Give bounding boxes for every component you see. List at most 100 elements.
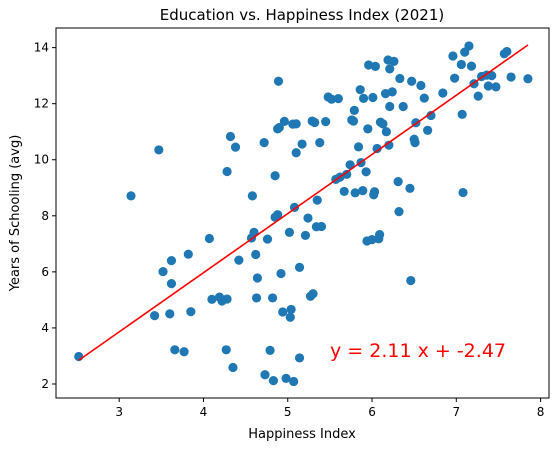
data-point: [273, 210, 283, 220]
data-point: [394, 206, 404, 217]
data-point: [289, 376, 299, 387]
data-point: [483, 81, 493, 91]
data-point: [300, 230, 311, 241]
data-point: [166, 256, 177, 266]
data-point: [393, 177, 403, 187]
data-point: [297, 139, 307, 149]
data-point: [270, 171, 280, 181]
x-tick-label: 7: [452, 405, 460, 419]
regression-line-group: [78, 44, 529, 361]
data-point: [438, 88, 448, 98]
y-tick-label: 2: [41, 377, 49, 391]
data-point: [348, 116, 359, 126]
data-point: [291, 119, 301, 129]
data-point: [126, 191, 136, 201]
data-point: [259, 138, 269, 148]
x-tick-label: 6: [368, 405, 376, 419]
data-point: [506, 72, 516, 82]
data-point: [166, 279, 177, 289]
data-point: [303, 213, 313, 223]
x-tick-label: 4: [200, 405, 208, 419]
data-point: [312, 195, 322, 205]
data-point: [349, 105, 359, 116]
data-points: [74, 41, 533, 387]
data-point: [294, 353, 305, 363]
data-point: [358, 93, 369, 103]
data-point: [350, 188, 360, 198]
data-point: [308, 289, 318, 299]
data-point: [378, 119, 388, 129]
x-tick-label: 5: [284, 405, 292, 419]
data-point: [458, 187, 468, 198]
data-point: [204, 233, 214, 244]
data-point: [368, 92, 378, 103]
data-point: [207, 294, 217, 304]
data-point: [353, 142, 364, 152]
data-point: [398, 101, 408, 112]
data-point: [407, 76, 417, 86]
data-point: [260, 370, 270, 380]
data-point: [464, 41, 474, 51]
y-tick-label: 8: [41, 209, 49, 223]
data-point: [281, 373, 291, 383]
data-point: [315, 138, 325, 148]
data-point: [230, 142, 241, 152]
data-point: [321, 117, 331, 127]
data-point: [389, 56, 399, 66]
data-point: [384, 140, 394, 150]
data-point: [273, 76, 284, 86]
data-point: [381, 127, 391, 137]
data-point: [375, 229, 385, 240]
data-point: [355, 85, 365, 95]
data-point: [225, 131, 236, 142]
data-point: [247, 191, 257, 201]
data-point: [419, 93, 429, 103]
data-point: [186, 307, 196, 317]
data-point: [395, 73, 405, 84]
plot-area: [55, 27, 550, 399]
data-point: [179, 347, 189, 357]
data-point: [276, 268, 286, 279]
data-point: [523, 74, 533, 84]
data-point: [234, 255, 244, 265]
x-tick-label: 3: [115, 405, 123, 419]
data-point: [294, 262, 305, 272]
data-point: [316, 221, 327, 232]
data-point: [406, 275, 416, 286]
data-point: [165, 309, 175, 319]
data-point: [358, 185, 368, 196]
data-point: [457, 109, 467, 119]
data-point: [221, 345, 231, 355]
data-point: [416, 80, 426, 91]
data-point: [426, 110, 436, 121]
data-point: [265, 345, 275, 355]
x-axis-label: Happiness Index: [248, 427, 356, 442]
data-point: [170, 345, 180, 355]
data-point: [252, 273, 263, 283]
data-point: [279, 116, 289, 126]
data-point: [456, 59, 466, 70]
data-point: [363, 124, 373, 134]
regression-line: [78, 44, 529, 361]
y-tick-label: 12: [34, 97, 49, 111]
data-point: [310, 117, 320, 128]
data-point: [487, 71, 497, 81]
chart-title: Education vs. Happiness Index (2021): [160, 6, 444, 24]
data-point: [154, 145, 164, 155]
data-point: [372, 143, 382, 154]
y-tick-label: 10: [34, 153, 49, 167]
data-point: [251, 293, 262, 303]
data-point: [502, 46, 512, 57]
y-axis: 2 4 6 8 10 12 14: [34, 41, 56, 391]
data-point: [385, 64, 395, 74]
data-point: [387, 87, 397, 97]
data-point: [405, 183, 415, 193]
data-point: [268, 376, 279, 386]
y-tick-label: 6: [41, 265, 49, 279]
data-point: [286, 304, 296, 315]
data-point: [370, 61, 380, 72]
data-point: [466, 61, 477, 71]
data-point: [262, 234, 273, 244]
data-point: [369, 187, 380, 197]
data-point: [291, 148, 301, 158]
